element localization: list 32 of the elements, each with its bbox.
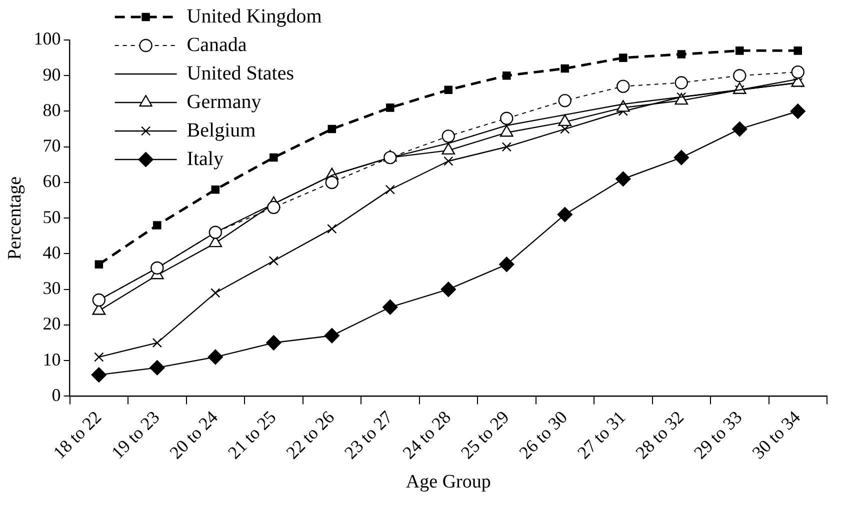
y-tick-label: 80 bbox=[42, 100, 61, 120]
x-tick-label: 23 to 27 bbox=[340, 406, 396, 463]
y-tick-label: 0 bbox=[52, 384, 61, 405]
x-tick-label: 28 to 32 bbox=[632, 406, 688, 463]
legend-label: Belgium bbox=[186, 119, 256, 142]
legend-label: Germany bbox=[186, 90, 262, 113]
y-tick-label: 60 bbox=[42, 171, 61, 192]
x-tick-label: 30 to 34 bbox=[748, 406, 804, 463]
legend-label: United States bbox=[186, 62, 294, 84]
x-axis-title: Age Group bbox=[406, 472, 491, 493]
y-tick-label: 10 bbox=[42, 349, 61, 370]
y-tick-label: 30 bbox=[42, 278, 61, 298]
y-tick-label: 100 bbox=[34, 28, 61, 49]
y-tick-label: 40 bbox=[42, 242, 61, 262]
x-tick-label: 24 to 28 bbox=[398, 406, 455, 463]
x-tick-label: 29 to 33 bbox=[690, 406, 746, 463]
y-tick-label: 20 bbox=[42, 314, 61, 334]
x-tick-label: 25 to 29 bbox=[456, 406, 513, 463]
y-tick-label: 70 bbox=[42, 136, 61, 156]
x-tick-label: 26 to 30 bbox=[515, 406, 572, 463]
x-tick-label: 27 to 31 bbox=[573, 406, 630, 463]
x-tick-label: 19 to 23 bbox=[107, 406, 164, 463]
x-tick-label: 21 to 25 bbox=[224, 406, 280, 463]
legend-label: Italy bbox=[186, 148, 224, 170]
y-tick-label: 90 bbox=[42, 64, 61, 84]
y-axis-title: Percentage bbox=[4, 176, 26, 260]
x-tick-label: 22 to 26 bbox=[282, 406, 338, 463]
legend-label: Canada bbox=[186, 34, 247, 56]
y-tick-label: 50 bbox=[42, 206, 61, 227]
x-tick-label: 18 to 22 bbox=[49, 406, 106, 463]
legend-label: United Kingdom bbox=[186, 5, 322, 28]
x-tick-label: 20 to 24 bbox=[166, 406, 222, 463]
